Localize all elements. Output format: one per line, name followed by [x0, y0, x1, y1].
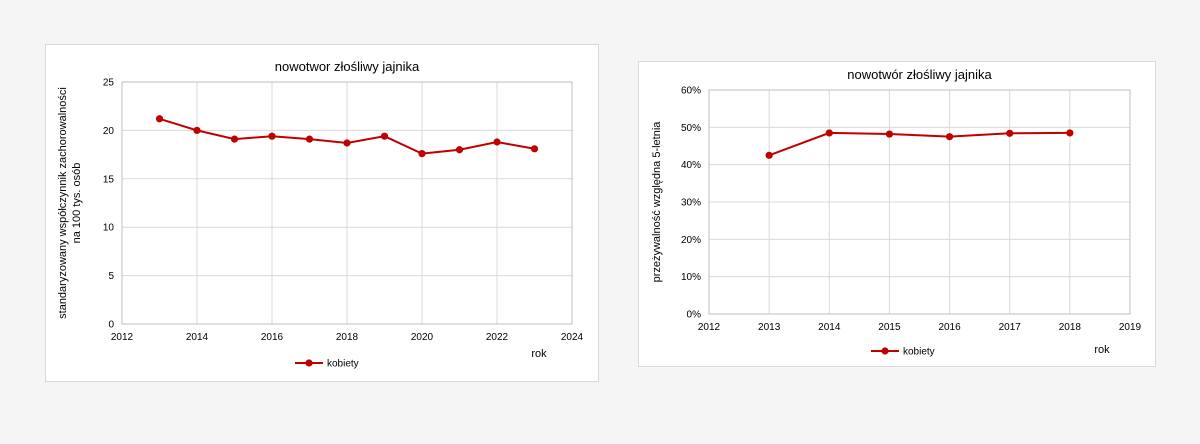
y-axis-label: na 100 tys. osób — [71, 163, 83, 244]
y-tick-label: 40% — [681, 160, 701, 171]
x-tick-label: 2020 — [411, 332, 434, 343]
x-axis-label: rok — [531, 348, 547, 360]
data-point — [825, 129, 833, 137]
x-tick-label: 2017 — [999, 322, 1022, 333]
data-point — [305, 135, 314, 143]
plot-frame — [121, 81, 573, 325]
x-tick-label: 2022 — [486, 332, 509, 343]
data-point — [268, 132, 276, 140]
x-tick-label: 2016 — [261, 332, 284, 343]
survival-chart-card: nowotwór złośliwy jajnika 0% 10% 20% 30% 40% 5… — [638, 61, 1156, 367]
incidence-chart: nowotwor złośliwy jajnika 0 5 10 15 20 25 2012 2… — [57, 59, 584, 370]
data-point — [530, 145, 539, 153]
x-axis-label: rok — [1094, 344, 1110, 356]
y-tick-label: 20% — [681, 235, 701, 246]
plot-frame — [708, 89, 1131, 315]
data-point — [193, 126, 201, 134]
y-tick-label: 10 — [103, 223, 115, 234]
x-tick-label: 2012 — [111, 332, 134, 343]
x-tick-label: 2013 — [758, 322, 781, 333]
data-point — [1066, 129, 1074, 137]
x-tick-label: 2014 — [186, 332, 209, 343]
chart-title: nowotwór złośliwy jajnika — [847, 67, 992, 82]
x-tick-label: 2016 — [938, 322, 961, 333]
y-tick-label: 0% — [687, 310, 702, 321]
chart-title: nowotwor złośliwy jajnika — [275, 59, 420, 74]
y-tick-label: 30% — [681, 198, 701, 209]
survival-chart: nowotwór złośliwy jajnika 0% 10% 20% 30% 40% 5… — [651, 67, 1142, 358]
x-tick-label: 2012 — [698, 322, 721, 333]
data-point — [493, 138, 501, 146]
y-tick-label: 20 — [103, 126, 115, 137]
x-tick-label: 2018 — [336, 332, 359, 343]
x-tick-label: 2024 — [561, 332, 584, 343]
data-point — [455, 146, 464, 154]
data-point — [230, 135, 239, 143]
y-tick-label: 15 — [103, 174, 115, 185]
y-axis-label: standaryzowany współczynnik zachorowalno… — [57, 87, 69, 319]
x-tick-label: 2018 — [1059, 322, 1082, 333]
legend-marker — [305, 359, 313, 367]
data-point — [885, 130, 894, 138]
y-tick-label: 0 — [108, 320, 114, 331]
y-axis-label: przeżywalność względna 5-letnia — [651, 121, 663, 283]
y-tick-label: 10% — [681, 272, 701, 283]
data-point — [380, 132, 389, 140]
legend-label: kobiety — [327, 359, 359, 370]
legend-label: kobiety — [903, 347, 935, 358]
y-tick-label: 60% — [681, 86, 701, 97]
y-tick-label: 25 — [103, 78, 115, 89]
y-tick-label: 5 — [108, 271, 114, 282]
data-point — [945, 133, 954, 141]
x-tick-label: 2015 — [878, 322, 901, 333]
data-point — [765, 151, 773, 159]
data-point — [418, 150, 426, 158]
x-tick-label: 2019 — [1119, 322, 1142, 333]
series-line — [768, 131, 1070, 157]
data-point — [343, 139, 351, 147]
incidence-chart-card: nowotwor złośliwy jajnika 0 5 10 15 20 25 2012 2… — [45, 44, 599, 382]
x-tick-label: 2014 — [818, 322, 841, 333]
legend-marker — [881, 347, 889, 355]
y-tick-label: 50% — [681, 123, 701, 134]
data-point — [155, 115, 164, 123]
data-point — [1006, 129, 1014, 137]
